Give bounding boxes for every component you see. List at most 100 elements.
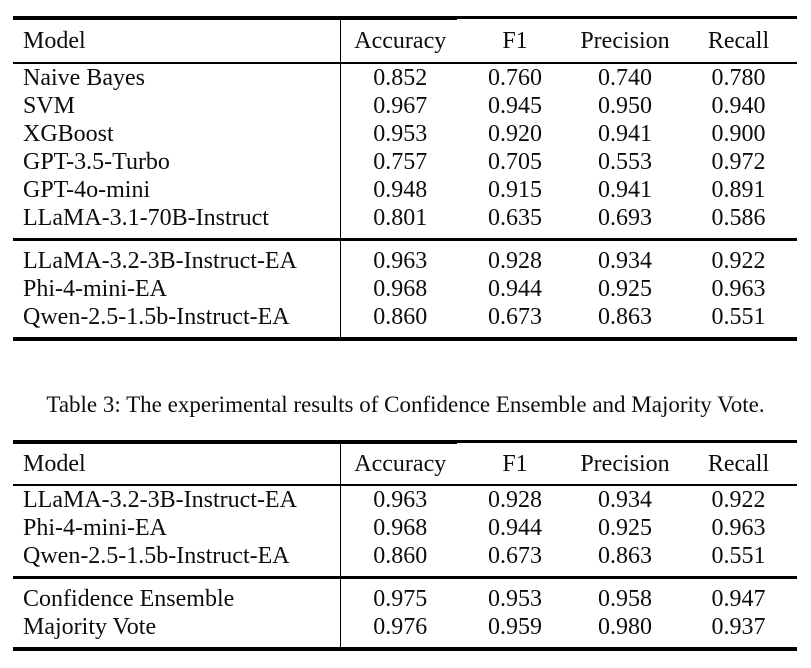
table-top-rule — [13, 16, 797, 20]
model-cell: SVM — [23, 92, 76, 119]
model-cell: Phi-4-mini-EA — [23, 275, 167, 302]
column-header-recall: Recall — [680, 444, 797, 486]
f1-cell: 0.920 — [488, 120, 542, 147]
f1-cell: 0.673 — [488, 303, 542, 330]
accuracy-cell: 0.948 — [339, 176, 460, 204]
f1-cell: 0.945 — [488, 92, 542, 119]
f1-cell: 0.953 — [460, 576, 570, 613]
precision-cell: 0.980 — [598, 613, 652, 640]
model-cell: LLaMA-3.2-3B-Instruct-EA — [13, 238, 340, 275]
group-ea-models: LLaMA-3.2-3B-Instruct-EA 0.963 0.928 0.934 0… — [13, 485, 797, 578]
accuracy-cell: 0.975 — [339, 576, 460, 613]
top-rule-thick-segment — [13, 440, 457, 444]
accuracy-cell: 0.953 — [339, 120, 460, 148]
accuracy-cell: 0.801 — [339, 204, 460, 240]
table-row: GPT-3.5-Turbo 0.757 0.705 0.553 0.972 — [13, 148, 797, 176]
precision-cell: 0.958 — [570, 576, 680, 613]
precision-cell: 0.693 — [598, 204, 652, 231]
accuracy-cell: 0.968 — [339, 275, 460, 303]
column-header-accuracy: Accuracy — [339, 20, 460, 64]
column-header-accuracy: Accuracy — [339, 444, 460, 486]
precision-cell: 0.553 — [598, 148, 652, 175]
accuracy-cell: 0.860 — [339, 542, 460, 578]
table-row: Qwen-2.5-1.5b-Instruct-EA 0.860 0.673 0.863… — [13, 303, 797, 337]
table-row: XGBoost 0.953 0.920 0.941 0.900 — [13, 120, 797, 148]
recall-cell: 0.922 — [711, 486, 766, 513]
recall-cell: 0.963 — [711, 275, 766, 302]
table-caption: Table 3: The experimental results of Con… — [46, 392, 765, 417]
f1-cell: 0.944 — [488, 514, 542, 541]
accuracy-cell: 0.852 — [339, 63, 460, 92]
column-header-f1: F1 — [460, 444, 570, 486]
accuracy-cell: 0.968 — [339, 514, 460, 542]
f1-cell: 0.944 — [488, 275, 542, 302]
table-row: Phi-4-mini-EA 0.968 0.944 0.925 0.963 — [13, 275, 797, 303]
table-bottom-rule — [13, 337, 797, 341]
model-cell: XGBoost — [23, 120, 114, 147]
precision-cell: 0.925 — [598, 275, 652, 302]
column-header-precision: Precision — [570, 20, 680, 64]
precision-cell: 0.863 — [598, 303, 652, 330]
f1-cell: 0.928 — [488, 486, 542, 513]
f1-cell: 0.915 — [488, 176, 542, 203]
table-row: LLaMA-3.1-70B-Instruct 0.801 0.635 0.693 0.5… — [13, 204, 797, 240]
recall-cell: 0.900 — [711, 120, 766, 147]
recall-cell: 0.586 — [711, 204, 766, 231]
recall-cell: 0.937 — [711, 613, 766, 640]
accuracy-cell: 0.757 — [339, 148, 460, 176]
table-row: LLaMA-3.2-3B-Instruct-EA 0.963 0.928 0.934 0… — [13, 238, 797, 275]
header-row: Model Accuracy F1 Precision Recall — [13, 20, 797, 64]
model-cell: GPT-3.5-Turbo — [23, 148, 170, 175]
recall-cell: 0.922 — [680, 238, 797, 275]
top-rule-thin-segment — [457, 16, 797, 19]
f1-cell: 0.705 — [488, 148, 542, 175]
table-row: Naive Bayes 0.852 0.760 0.740 0.780 — [13, 63, 797, 92]
precision-cell: 0.863 — [598, 542, 652, 569]
precision-cell: 0.941 — [598, 176, 652, 203]
top-rule-thin-segment — [457, 440, 797, 443]
group-ea-models: LLaMA-3.2-3B-Instruct-EA 0.963 0.928 0.934 0… — [13, 238, 797, 337]
accuracy-cell: 0.967 — [339, 92, 460, 120]
precision-cell: 0.941 — [598, 120, 652, 147]
model-cell: Confidence Ensemble — [13, 576, 340, 613]
precision-cell: 0.934 — [570, 238, 680, 275]
model-cell: Phi-4-mini-EA — [23, 514, 167, 541]
top-rule-thick-segment — [13, 16, 457, 20]
f1-cell: 0.959 — [488, 613, 542, 640]
metrics-table: Model Accuracy F1 Precision Recall Naive… — [13, 20, 797, 337]
column-header-recall: Recall — [680, 20, 797, 64]
group-baselines: Naive Bayes 0.852 0.760 0.740 0.780 SVM 0.967 0… — [13, 63, 797, 240]
f1-cell: 0.635 — [488, 204, 542, 231]
model-cell: Qwen-2.5-1.5b-Instruct-EA — [23, 303, 290, 330]
column-header-precision: Precision — [570, 444, 680, 486]
recall-cell: 0.551 — [711, 542, 766, 569]
table-bottom-rule — [13, 647, 797, 651]
table-row: Phi-4-mini-EA 0.968 0.944 0.925 0.963 — [13, 514, 797, 542]
model-cell: Majority Vote — [23, 613, 157, 640]
column-header-model: Model — [13, 444, 340, 486]
accuracy-cell: 0.963 — [339, 485, 460, 514]
table-row: Confidence Ensemble 0.975 0.953 0.958 0.947 — [13, 576, 797, 613]
f1-cell: 0.673 — [488, 542, 542, 569]
table-row: Majority Vote 0.976 0.959 0.980 0.937 — [13, 613, 797, 647]
column-header-f1: F1 — [460, 20, 570, 64]
recall-cell: 0.963 — [711, 514, 766, 541]
results-table-upper: Model Accuracy F1 Precision Recall Naive… — [13, 16, 797, 341]
header-row: Model Accuracy F1 Precision Recall — [13, 444, 797, 486]
accuracy-cell: 0.963 — [339, 238, 460, 275]
metrics-table: Model Accuracy F1 Precision Recall LLaMA… — [13, 444, 797, 647]
accuracy-cell: 0.860 — [339, 303, 460, 337]
precision-cell: 0.950 — [598, 92, 652, 119]
recall-cell: 0.780 — [711, 64, 766, 91]
model-cell: Qwen-2.5-1.5b-Instruct-EA — [23, 542, 290, 569]
f1-cell: 0.928 — [460, 238, 570, 275]
accuracy-cell: 0.976 — [339, 613, 460, 647]
table-top-rule — [13, 440, 797, 444]
table-row: GPT-4o-mini 0.948 0.915 0.941 0.891 — [13, 176, 797, 204]
precision-cell: 0.925 — [598, 514, 652, 541]
model-cell: LLaMA-3.2-3B-Instruct-EA — [23, 486, 297, 513]
recall-cell: 0.891 — [711, 176, 766, 203]
recall-cell: 0.947 — [680, 576, 797, 613]
recall-cell: 0.551 — [711, 303, 766, 330]
table-row: Qwen-2.5-1.5b-Instruct-EA 0.860 0.673 0.863… — [13, 542, 797, 578]
